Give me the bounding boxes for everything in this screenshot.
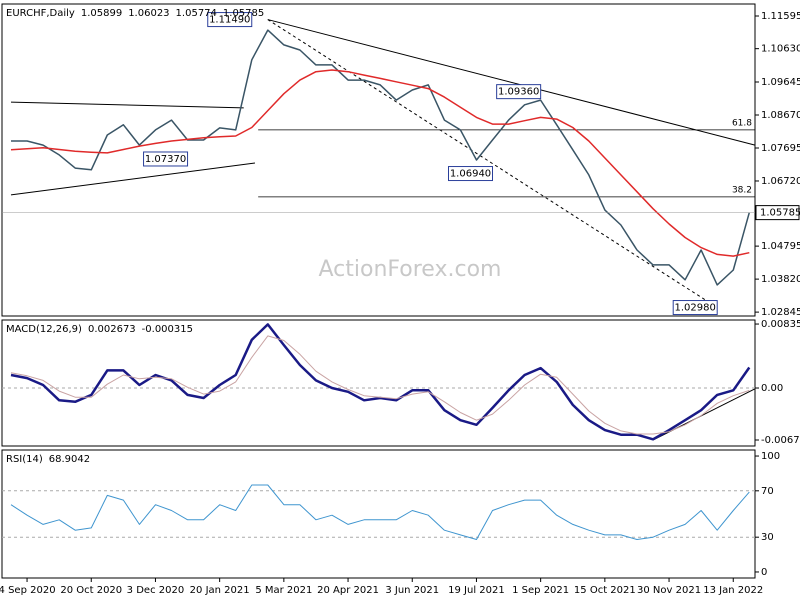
- y-tick-label: 1.08670: [761, 110, 800, 121]
- series-line: [10, 69, 750, 257]
- panel-header: EURCHF,Daily: [6, 8, 75, 19]
- annotation-box: [207, 12, 253, 28]
- annotation-box: [448, 166, 493, 182]
- y-tick-label: 1.06720: [761, 176, 800, 187]
- y-tick-label: 1.02845: [761, 307, 800, 318]
- y-tick-label: 1.04795: [761, 241, 800, 252]
- annotation-label: 1.06940: [450, 169, 491, 180]
- x-tick-label: 20 Apr 2021: [317, 585, 379, 596]
- panel-header: 1.06023: [128, 8, 169, 19]
- series-line: [10, 484, 750, 540]
- x-tick-label: 15 Oct 2021: [574, 585, 636, 596]
- panel-header: 0.002673: [88, 324, 136, 335]
- y-tick-label: 1.07695: [761, 143, 800, 154]
- annotation-box: [496, 84, 542, 100]
- y-tick-label: 70: [761, 486, 774, 497]
- panel-header: 1.05899: [81, 8, 122, 19]
- panel-header: 1.05785: [223, 8, 264, 19]
- trendline: [267, 19, 756, 146]
- y-tick-label: 1.10630: [761, 44, 800, 55]
- x-tick-label: 30 Nov 2021: [637, 585, 701, 596]
- y-tick-label: 0: [761, 567, 767, 578]
- trendline: [10, 101, 244, 109]
- panel-frame: [1, 449, 756, 579]
- x-tick-label: 20 Jan 2021: [190, 585, 250, 596]
- panel-frame: [1, 319, 756, 447]
- x-tick-label: 3 Dec 2020: [127, 585, 185, 596]
- panel-header: 1.05774: [176, 8, 217, 19]
- panel-frame: [1, 3, 756, 317]
- watermark: ActionForex.com: [319, 257, 502, 282]
- x-tick-label: 4 Sep 2020: [0, 585, 56, 596]
- y-tick-label: 0.008353: [761, 319, 800, 330]
- panel-header: RSI(14): [6, 454, 43, 465]
- x-tick-label: 1 Sep 2021: [512, 585, 569, 596]
- x-tick-label: 20 Oct 2020: [60, 585, 122, 596]
- y-tick-label: 1.11595: [761, 11, 800, 22]
- last-price-label: 1.05785: [760, 208, 800, 219]
- series-line: [10, 323, 751, 441]
- y-tick-label: -0.006788: [761, 435, 800, 446]
- x-tick-label: 3 Jun 2021: [385, 585, 439, 596]
- y-tick-label: 1.09645: [761, 77, 800, 88]
- fib-label: 38.2: [732, 185, 752, 195]
- x-tick-label: 19 Jul 2021: [448, 585, 505, 596]
- fib-label: 61.8: [732, 118, 752, 128]
- panel-header: -0.000315: [142, 324, 193, 335]
- trendline: [10, 162, 256, 196]
- annotation-box: [672, 300, 718, 316]
- trendline: [267, 19, 718, 308]
- y-tick-label: 30: [761, 532, 774, 543]
- annotation-label: 1.09360: [498, 87, 539, 98]
- panel-header: MACD(12,26,9): [6, 324, 82, 335]
- panel-header: 68.9042: [49, 454, 90, 465]
- x-tick-label: 5 Mar 2021: [255, 585, 312, 596]
- y-tick-label: 1.03820: [761, 274, 800, 285]
- annotation-box: [143, 151, 189, 167]
- annotation-label: 1.07370: [145, 154, 186, 165]
- x-tick-label: 13 Jan 2022: [703, 585, 763, 596]
- y-tick-label: 100: [761, 451, 780, 462]
- annotation-label: 1.11490: [209, 15, 250, 26]
- series-line: [10, 335, 750, 435]
- annotation-label: 1.02980: [675, 303, 716, 314]
- y-tick-label: 0.00: [761, 383, 783, 394]
- last-price-box: [755, 205, 800, 221]
- series-line: [11, 29, 751, 286]
